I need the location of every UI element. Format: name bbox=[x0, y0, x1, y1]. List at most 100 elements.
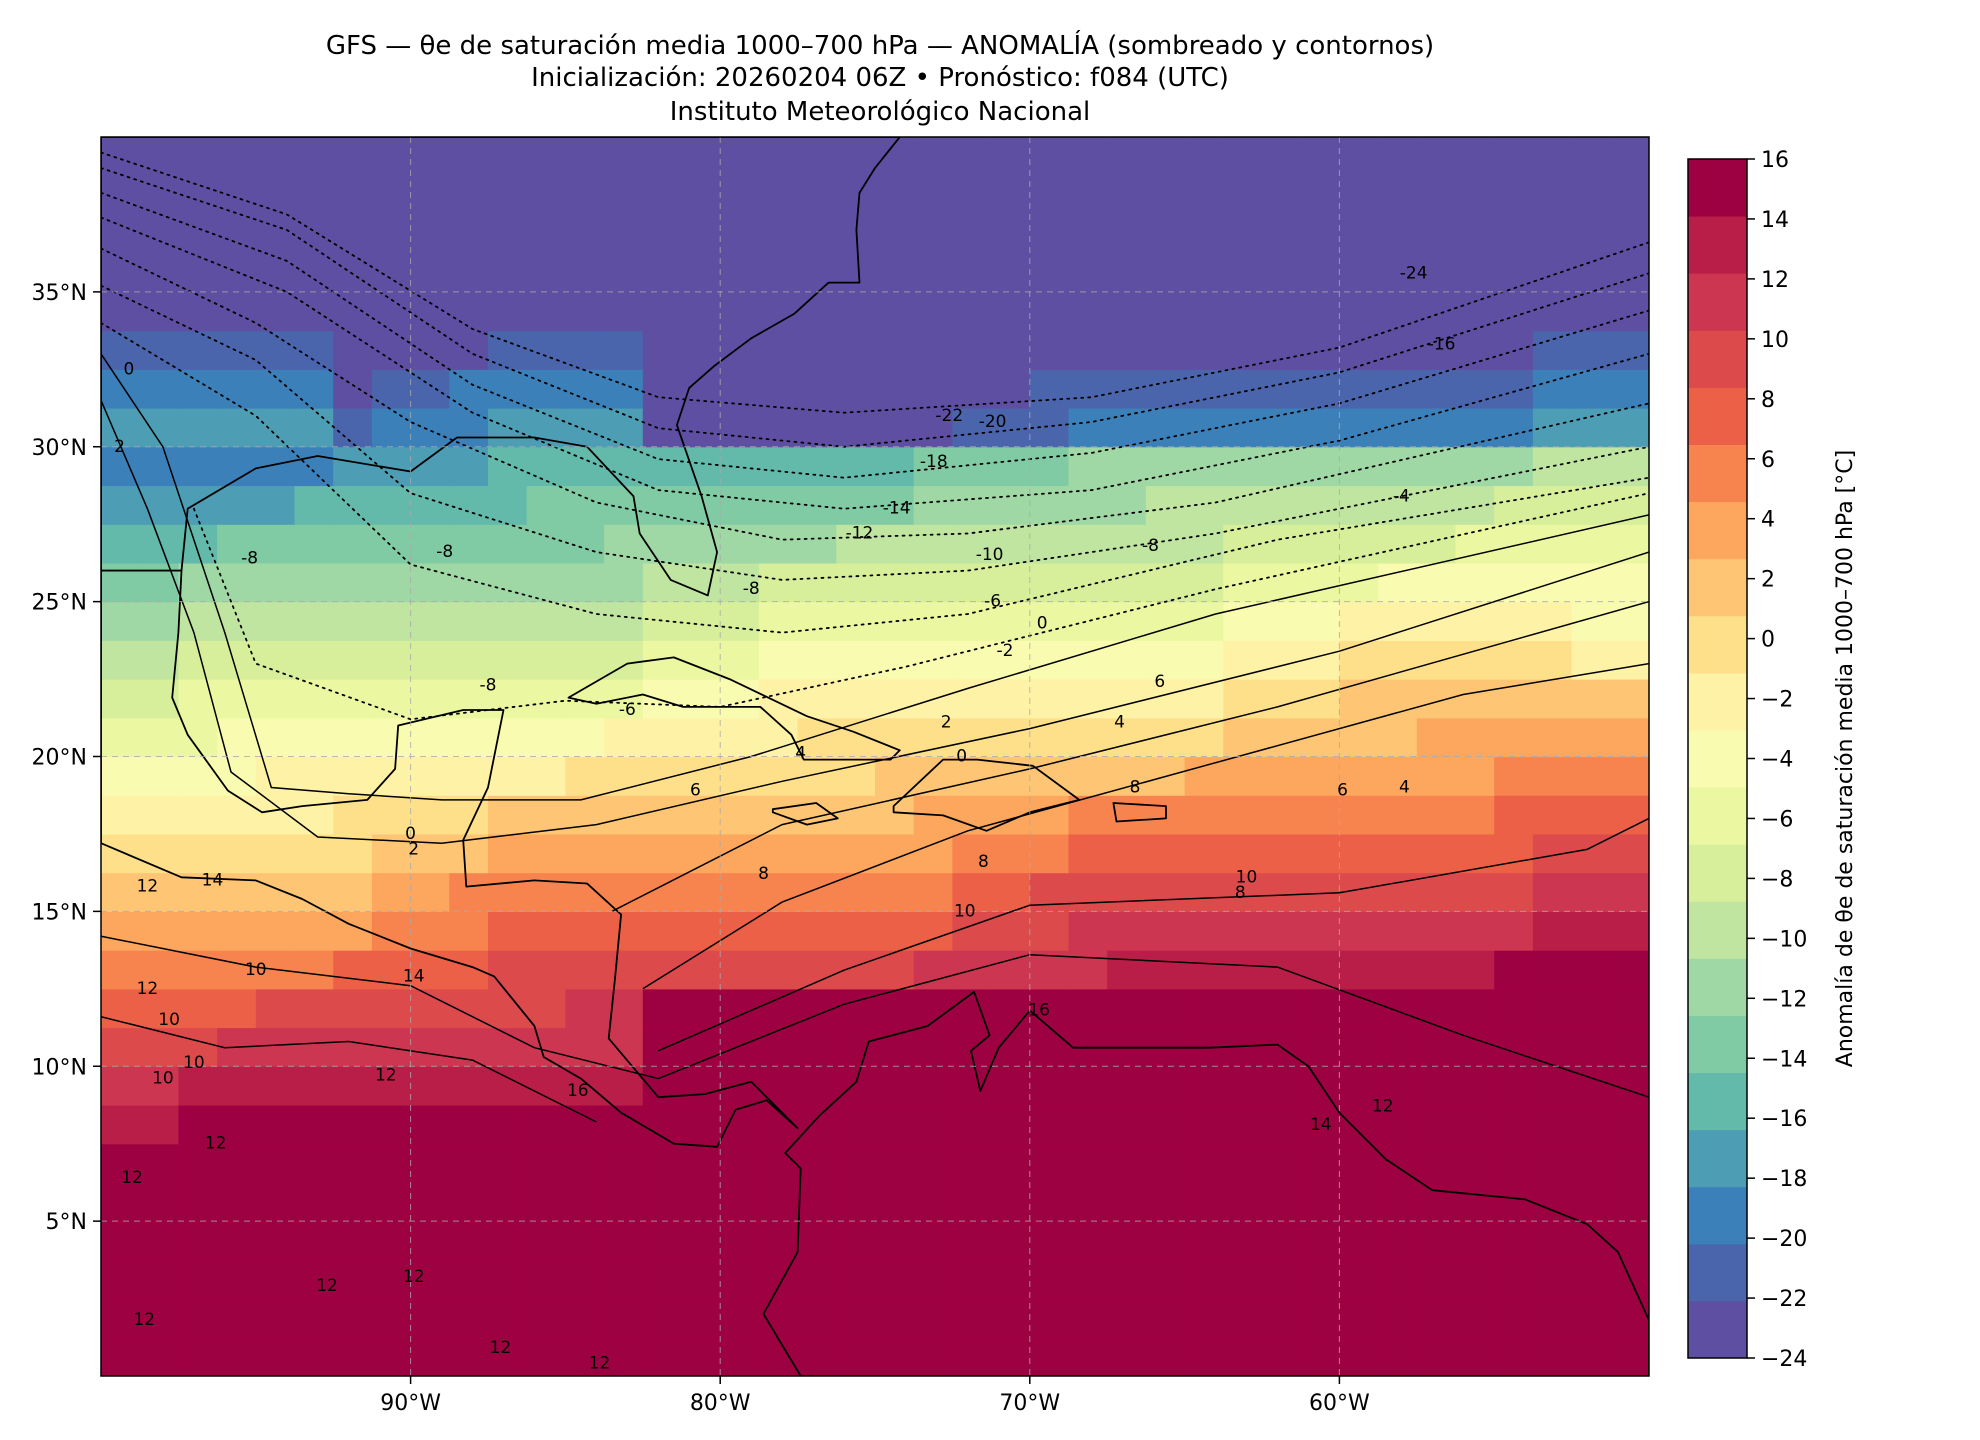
field-cell bbox=[913, 872, 953, 912]
field-cell bbox=[565, 408, 605, 448]
field-cell bbox=[1068, 562, 1108, 603]
field-cell bbox=[797, 1105, 837, 1145]
field-cell bbox=[1107, 369, 1147, 409]
field-cell bbox=[836, 137, 876, 177]
field-cell bbox=[294, 408, 334, 448]
field-cell bbox=[1494, 175, 1534, 215]
field-cell bbox=[1610, 911, 1649, 951]
field-cell bbox=[1339, 795, 1379, 835]
field-cell bbox=[875, 601, 915, 641]
field-cell bbox=[371, 214, 412, 254]
field-cell bbox=[1494, 601, 1534, 641]
field-cell bbox=[565, 175, 605, 215]
field-cell bbox=[913, 911, 953, 951]
field-cell bbox=[1455, 640, 1495, 680]
field-cell bbox=[1532, 872, 1573, 912]
field-cell bbox=[371, 1298, 412, 1338]
negative-contour-line bbox=[101, 167, 1649, 448]
map-title-line2: Inicialización: 20260204 06Z • Pronóstic… bbox=[531, 63, 1229, 93]
colorbar-tick-label: 6 bbox=[1761, 448, 1775, 473]
field-cell bbox=[758, 1143, 799, 1183]
field-cell bbox=[952, 1298, 992, 1338]
field-cell bbox=[797, 795, 837, 835]
field-cell bbox=[875, 253, 915, 293]
field-cell bbox=[642, 1143, 683, 1183]
field-cell bbox=[526, 601, 566, 641]
field-cell bbox=[178, 1337, 218, 1376]
field-cell bbox=[836, 988, 876, 1029]
field-cell bbox=[604, 717, 644, 758]
field-cell bbox=[488, 601, 528, 641]
field-cell bbox=[565, 291, 605, 332]
field-cell bbox=[526, 1221, 566, 1261]
field-cell bbox=[488, 988, 528, 1029]
field-cell bbox=[758, 253, 799, 293]
field-cell bbox=[604, 1337, 644, 1376]
field-cell bbox=[1107, 601, 1147, 641]
field-cell bbox=[681, 1259, 721, 1300]
field-cell bbox=[875, 369, 915, 409]
field-cell bbox=[1378, 1027, 1418, 1067]
field-cell bbox=[217, 1105, 257, 1145]
field-cell bbox=[875, 911, 915, 951]
field-cell bbox=[604, 1143, 644, 1183]
field-cell bbox=[758, 446, 799, 487]
field-cell bbox=[875, 1259, 915, 1300]
field-cell bbox=[333, 175, 373, 215]
field-cell bbox=[565, 137, 605, 177]
field-cell bbox=[797, 214, 837, 254]
field-cell bbox=[758, 756, 799, 796]
field-cell bbox=[1610, 1221, 1649, 1261]
field-cell bbox=[1610, 1105, 1649, 1145]
field-cell bbox=[1262, 833, 1302, 874]
field-cell bbox=[217, 950, 257, 990]
field-cell bbox=[1378, 950, 1418, 990]
field-cell bbox=[1029, 1182, 1070, 1222]
field-cell bbox=[1223, 872, 1263, 912]
field-cell bbox=[371, 1066, 412, 1106]
field-cell bbox=[1378, 446, 1418, 487]
field-cell bbox=[991, 872, 1031, 912]
field-cell bbox=[333, 369, 373, 409]
field-cell bbox=[449, 1259, 489, 1300]
field-cell bbox=[217, 1221, 257, 1261]
field-cell bbox=[1029, 1105, 1070, 1145]
field-cell bbox=[1029, 369, 1070, 409]
field-cell bbox=[1416, 1337, 1457, 1376]
field-cell bbox=[565, 988, 605, 1029]
field-cell bbox=[681, 1027, 721, 1067]
field-cell bbox=[875, 175, 915, 215]
field-cell bbox=[255, 214, 296, 254]
field-cell bbox=[1107, 1143, 1147, 1183]
field-cell bbox=[333, 1298, 373, 1338]
field-cell bbox=[681, 1182, 721, 1222]
colorbar-tick-label: −2 bbox=[1761, 688, 1793, 713]
field-cell bbox=[1145, 330, 1186, 370]
field-cell bbox=[1571, 214, 1611, 254]
field-cell bbox=[991, 717, 1031, 758]
field-cell bbox=[410, 253, 450, 293]
field-cell bbox=[797, 1259, 837, 1300]
field-cell bbox=[1107, 1221, 1147, 1261]
field-cell bbox=[836, 1105, 876, 1145]
field-cell bbox=[720, 640, 760, 680]
field-cell bbox=[875, 1027, 915, 1067]
field-cell bbox=[1145, 988, 1186, 1029]
field-cell bbox=[952, 795, 992, 835]
field-cell bbox=[1262, 756, 1302, 796]
field-cell bbox=[836, 601, 876, 641]
field-cell bbox=[1378, 1259, 1418, 1300]
field-cell bbox=[797, 872, 837, 912]
field-cell bbox=[449, 640, 489, 680]
contour-label: 14 bbox=[403, 966, 425, 986]
field-cell bbox=[1262, 601, 1302, 641]
field-cell bbox=[1145, 1259, 1186, 1300]
field-cell bbox=[449, 601, 489, 641]
field-cell bbox=[565, 756, 605, 796]
map-title-line1: GFS — θe de saturación media 1000–700 hP… bbox=[325, 31, 1435, 61]
field-cell bbox=[952, 1337, 992, 1376]
field-cell bbox=[1532, 1066, 1573, 1106]
field-cell bbox=[565, 872, 605, 912]
field-cell bbox=[1029, 137, 1070, 177]
field-cell bbox=[1339, 1298, 1379, 1338]
